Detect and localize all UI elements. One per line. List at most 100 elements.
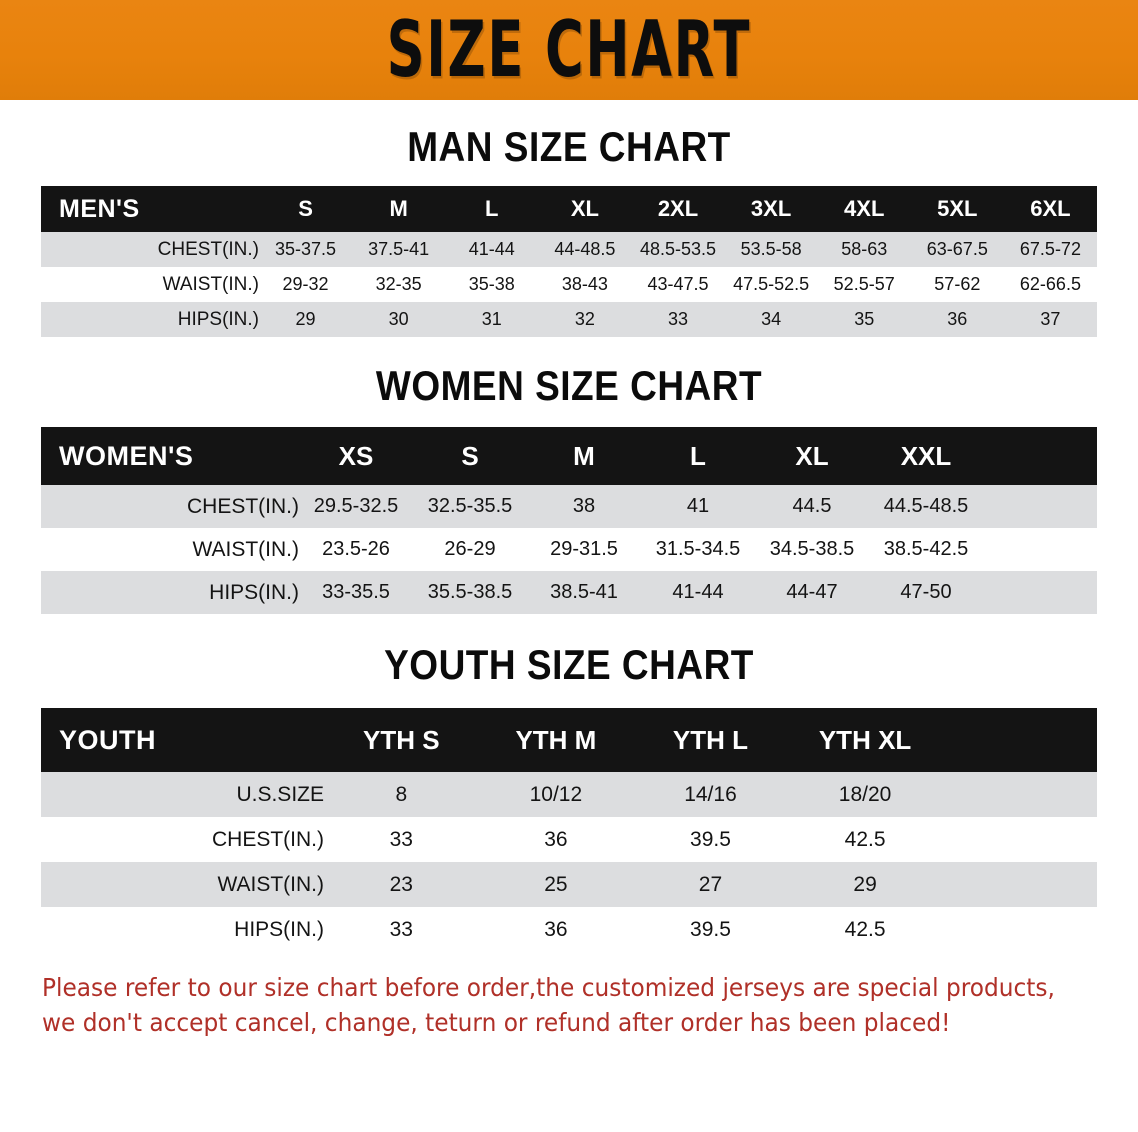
women-column-header-xxl: XXL <box>900 440 952 471</box>
man-cell: 52.5-57 <box>817 267 911 302</box>
man-column-header-m: M <box>389 196 408 221</box>
youth-table-row: HIPS(IN.) 33 36 39.5 42.5 <box>41 907 1097 952</box>
man-column-header-xl: XL <box>570 196 599 221</box>
women-cell: 23.5-26 <box>299 528 413 571</box>
youth-size-table: YOUTH YTH S YTH M YTH L YTH XL U.S.SIZE 8 10/1… <box>41 708 1097 952</box>
man-cell: 32-35 <box>352 267 446 302</box>
page-title: SIZE CHART <box>386 3 752 95</box>
youth-cell: 18/20 <box>787 772 943 817</box>
women-cell: 44.5 <box>755 485 869 528</box>
man-cell: 33 <box>631 302 725 337</box>
man-column-header-3xl: 3XL <box>750 196 792 221</box>
women-header-row: WOMEN'S XS S M L XL XXL <box>41 427 1097 485</box>
youth-cell <box>942 907 1097 952</box>
man-table-head: MEN'S S M L XL 2XL 3XL 4XL 5XL 6XL <box>41 186 1097 232</box>
man-cell: 48.5-53.5 <box>631 232 725 267</box>
man-row-label: HIPS(IN.) <box>41 302 259 337</box>
man-column-header-4xl: 4XL <box>844 196 885 221</box>
youth-cell: 33 <box>324 817 479 862</box>
man-corner-label: MEN'S <box>59 194 140 223</box>
women-cell: 31.5-34.5 <box>641 528 755 571</box>
women-row-label: WAIST(IN.) <box>41 528 299 571</box>
youth-cell: 36 <box>478 817 634 862</box>
women-cell: 44.5-48.5 <box>869 485 983 528</box>
youth-size-chart: YOUTH YTH S YTH M YTH L YTH XL U.S.SIZE 8 10/1… <box>41 708 1097 952</box>
man-section-title: MAN SIZE CHART <box>407 124 731 170</box>
man-cell: 44-48.5 <box>538 232 632 267</box>
youth-table-row: U.S.SIZE 8 10/12 14/16 18/20 <box>41 772 1097 817</box>
man-cell: 30 <box>352 302 446 337</box>
man-cell: 37.5-41 <box>352 232 446 267</box>
women-cell <box>983 571 1097 614</box>
women-table-body: CHEST(IN.) 29.5-32.5 32.5-35.5 38 41 44.5 44.5… <box>41 485 1097 614</box>
man-header-row: MEN'S S M L XL 2XL 3XL 4XL 5XL 6XL <box>41 186 1097 232</box>
youth-cell: 39.5 <box>633 907 788 952</box>
women-cell: 38.5-41 <box>527 571 641 614</box>
man-cell: 35 <box>817 302 911 337</box>
women-cell: 29.5-32.5 <box>299 485 413 528</box>
man-column-header-2xl: 2XL <box>657 196 699 221</box>
youth-cell: 42.5 <box>787 817 943 862</box>
women-column-header-xs: XS <box>338 440 374 471</box>
order-policy-note: Please refer to our size chart before or… <box>42 970 1055 1040</box>
youth-cell <box>942 772 1097 817</box>
youth-cell <box>942 817 1097 862</box>
man-cell: 37 <box>1003 302 1097 337</box>
women-cell: 41 <box>641 485 755 528</box>
women-cell: 35.5-38.5 <box>413 571 527 614</box>
man-table-body: CHEST(IN.) 35-37.5 37.5-41 41-44 44-48.5 48.5… <box>41 232 1097 337</box>
man-cell: 32 <box>538 302 632 337</box>
women-cell: 38.5-42.5 <box>869 528 983 571</box>
youth-column-header-empty <box>942 708 1097 772</box>
youth-cell: 33 <box>324 907 479 952</box>
man-cell: 35-38 <box>445 267 539 302</box>
women-table-row: CHEST(IN.) 29.5-32.5 32.5-35.5 38 41 44.5 44.5… <box>41 485 1097 528</box>
man-column-header-s: S <box>298 196 313 221</box>
man-row-label: CHEST(IN.) <box>41 232 259 267</box>
youth-column-header-yth-m: YTH M <box>515 724 597 755</box>
women-size-chart: WOMEN'S XS S M L XL XXL CHEST(IN.) 29.5-32.5 32.… <box>41 427 1097 614</box>
youth-table-body: U.S.SIZE 8 10/12 14/16 18/20 CHEST(IN.) 33 36 39… <box>41 772 1097 952</box>
youth-cell: 42.5 <box>787 907 943 952</box>
women-row-label: CHEST(IN.) <box>41 485 299 528</box>
man-column-header-5xl: 5XL <box>937 196 978 221</box>
women-column-header-l: L <box>690 440 706 471</box>
youth-section-title: YOUTH SIZE CHART <box>384 642 754 688</box>
man-column-header-6xl: 6XL <box>1030 196 1071 221</box>
man-cell: 67.5-72 <box>1003 232 1097 267</box>
youth-row-label: WAIST(IN.) <box>41 862 324 907</box>
women-table-row: WAIST(IN.) 23.5-26 26-29 29-31.5 31.5-34.5 34… <box>41 528 1097 571</box>
man-table-row: WAIST(IN.) 29-32 32-35 35-38 38-43 43-47.5 47.… <box>41 267 1097 302</box>
youth-row-label: CHEST(IN.) <box>41 817 324 862</box>
youth-header-row: YOUTH YTH S YTH M YTH L YTH XL <box>41 708 1097 772</box>
page-banner: SIZE CHART <box>0 0 1138 100</box>
man-size-chart: MEN'S S M L XL 2XL 3XL 4XL 5XL 6XL CHEST(IN.) 35-3… <box>41 186 1097 337</box>
youth-corner-label: YOUTH <box>59 724 156 755</box>
man-cell: 38-43 <box>538 267 632 302</box>
women-cell: 41-44 <box>641 571 755 614</box>
women-corner-label: WOMEN'S <box>59 440 194 471</box>
youth-cell: 27 <box>633 862 788 907</box>
youth-cell: 14/16 <box>633 772 788 817</box>
women-cell: 29-31.5 <box>527 528 641 571</box>
man-size-table: MEN'S S M L XL 2XL 3XL 4XL 5XL 6XL CHEST(IN.) 35-3… <box>41 186 1097 337</box>
women-column-header-empty <box>983 427 1097 485</box>
youth-table-head: YOUTH YTH S YTH M YTH L YTH XL <box>41 708 1097 772</box>
youth-column-header-yth-l: YTH L <box>672 724 749 755</box>
women-cell: 33-35.5 <box>299 571 413 614</box>
man-row-label: WAIST(IN.) <box>41 267 259 302</box>
women-size-table: WOMEN'S XS S M L XL XXL CHEST(IN.) 29.5-32.5 32.… <box>41 427 1097 614</box>
man-cell: 36 <box>910 302 1004 337</box>
man-table-row: CHEST(IN.) 35-37.5 37.5-41 41-44 44-48.5 48.5… <box>41 232 1097 267</box>
women-table-head: WOMEN'S XS S M L XL XXL <box>41 427 1097 485</box>
order-policy-note-line-2: we don't accept cancel, change, teturn o… <box>42 1008 951 1037</box>
women-cell: 26-29 <box>413 528 527 571</box>
women-cell: 32.5-35.5 <box>413 485 527 528</box>
man-cell: 57-62 <box>910 267 1004 302</box>
women-cell: 34.5-38.5 <box>755 528 869 571</box>
man-cell: 41-44 <box>445 232 539 267</box>
order-policy-note-line-1: Please refer to our size chart before or… <box>42 973 1055 1002</box>
man-cell: 62-66.5 <box>1003 267 1097 302</box>
man-cell: 58-63 <box>817 232 911 267</box>
youth-cell: 39.5 <box>633 817 788 862</box>
